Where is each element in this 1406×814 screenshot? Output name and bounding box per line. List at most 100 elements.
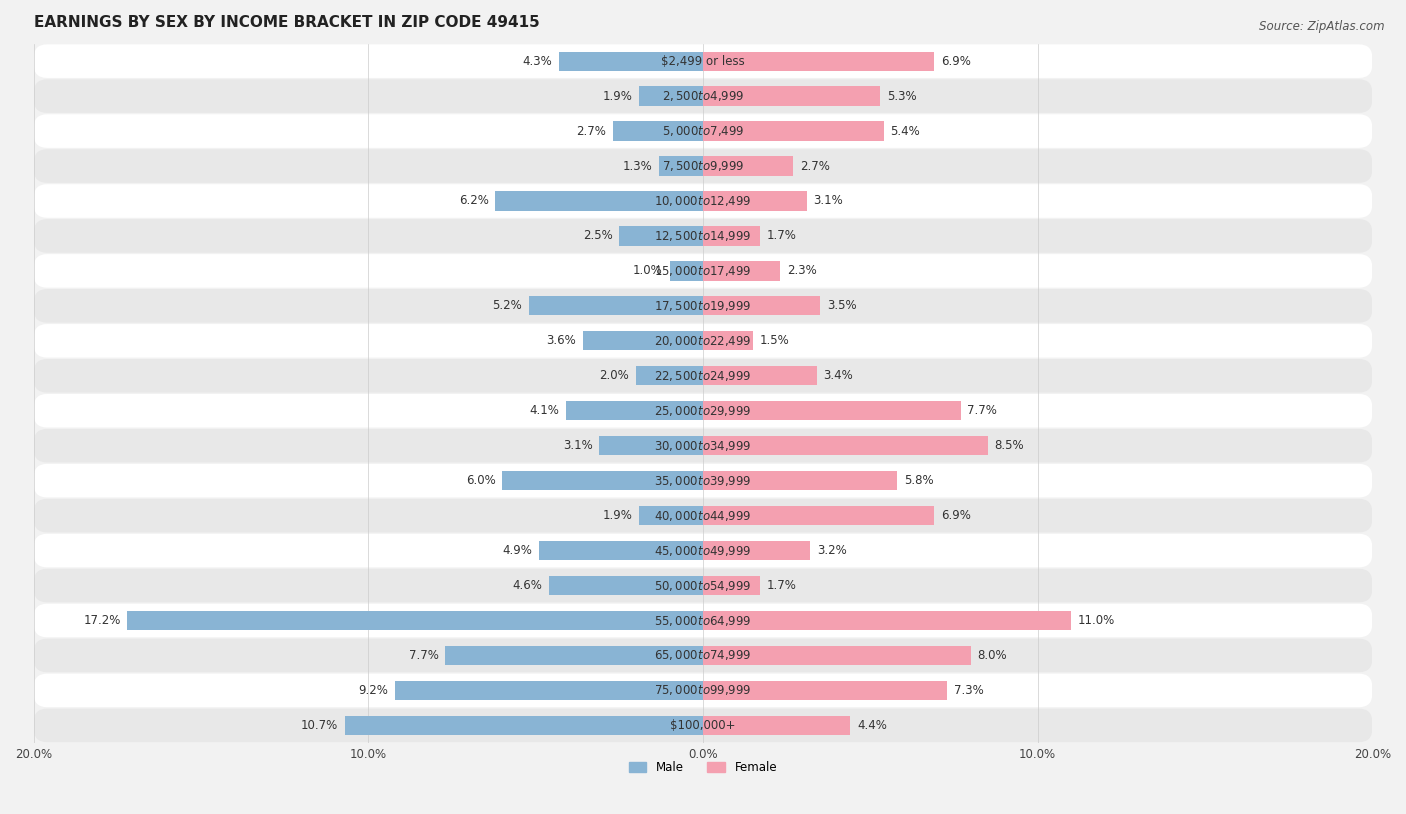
Bar	[619, 226, 703, 246]
Bar	[703, 681, 948, 700]
FancyBboxPatch shape	[34, 149, 1372, 183]
FancyBboxPatch shape	[34, 639, 1372, 672]
Text: 4.4%: 4.4%	[858, 719, 887, 732]
FancyBboxPatch shape	[34, 674, 1372, 707]
Bar	[703, 261, 780, 281]
Text: 1.9%: 1.9%	[603, 90, 633, 103]
Bar	[640, 506, 703, 525]
Text: 1.3%: 1.3%	[623, 160, 652, 173]
Bar	[703, 296, 820, 316]
Text: 4.9%: 4.9%	[502, 544, 533, 557]
Text: 1.7%: 1.7%	[766, 230, 796, 243]
Bar	[529, 296, 703, 316]
Text: $65,000 to $74,999: $65,000 to $74,999	[654, 649, 752, 663]
Bar	[582, 331, 703, 351]
Bar	[538, 541, 703, 560]
Text: 8.0%: 8.0%	[977, 649, 1007, 662]
Text: 1.9%: 1.9%	[603, 509, 633, 522]
Text: 2.7%: 2.7%	[576, 125, 606, 138]
FancyBboxPatch shape	[34, 289, 1372, 322]
FancyBboxPatch shape	[34, 114, 1372, 148]
Text: $15,000 to $17,499: $15,000 to $17,499	[654, 264, 752, 278]
Text: 1.0%: 1.0%	[633, 265, 662, 278]
Bar	[703, 366, 817, 385]
Bar	[703, 86, 880, 106]
Text: 8.5%: 8.5%	[994, 440, 1024, 453]
Text: $17,500 to $19,999: $17,500 to $19,999	[654, 299, 752, 313]
Legend: Male, Female: Male, Female	[624, 756, 782, 779]
FancyBboxPatch shape	[34, 429, 1372, 462]
Bar	[599, 436, 703, 455]
Bar	[128, 610, 703, 630]
Text: $100,000+: $100,000+	[671, 719, 735, 732]
Text: 7.7%: 7.7%	[967, 405, 997, 418]
Bar	[395, 681, 703, 700]
Text: 17.2%: 17.2%	[83, 614, 121, 627]
Bar	[703, 121, 884, 141]
Text: 4.3%: 4.3%	[523, 55, 553, 68]
Text: 2.7%: 2.7%	[800, 160, 830, 173]
Text: $2,499 or less: $2,499 or less	[661, 55, 745, 68]
Text: $35,000 to $39,999: $35,000 to $39,999	[654, 474, 752, 488]
Bar	[502, 471, 703, 490]
Bar	[495, 191, 703, 211]
Text: 6.9%: 6.9%	[941, 509, 970, 522]
Text: 9.2%: 9.2%	[359, 684, 388, 697]
FancyBboxPatch shape	[34, 359, 1372, 392]
Text: 10.7%: 10.7%	[301, 719, 339, 732]
Text: 11.0%: 11.0%	[1078, 614, 1115, 627]
Bar	[703, 401, 960, 420]
Bar	[669, 261, 703, 281]
Text: 2.3%: 2.3%	[787, 265, 817, 278]
Bar	[613, 121, 703, 141]
FancyBboxPatch shape	[34, 79, 1372, 113]
Bar	[703, 51, 934, 71]
FancyBboxPatch shape	[34, 499, 1372, 532]
Text: $7,500 to $9,999: $7,500 to $9,999	[662, 159, 744, 173]
Bar	[446, 646, 703, 665]
FancyBboxPatch shape	[34, 534, 1372, 567]
FancyBboxPatch shape	[34, 464, 1372, 497]
FancyBboxPatch shape	[34, 184, 1372, 218]
Bar	[703, 646, 970, 665]
Text: 4.1%: 4.1%	[529, 405, 560, 418]
Bar	[344, 716, 703, 735]
Bar	[703, 506, 934, 525]
Bar	[703, 471, 897, 490]
Text: $55,000 to $64,999: $55,000 to $64,999	[654, 614, 752, 628]
Bar	[703, 576, 759, 595]
Text: $22,500 to $24,999: $22,500 to $24,999	[654, 369, 752, 383]
Bar	[640, 86, 703, 106]
Text: $50,000 to $54,999: $50,000 to $54,999	[654, 579, 752, 593]
Text: 6.9%: 6.9%	[941, 55, 970, 68]
Text: $2,500 to $4,999: $2,500 to $4,999	[662, 89, 744, 103]
Text: $20,000 to $22,499: $20,000 to $22,499	[654, 334, 752, 348]
FancyBboxPatch shape	[34, 45, 1372, 78]
Bar	[565, 401, 703, 420]
Text: 3.5%: 3.5%	[827, 300, 856, 313]
Bar	[703, 541, 810, 560]
Text: 3.2%: 3.2%	[817, 544, 846, 557]
Text: $40,000 to $44,999: $40,000 to $44,999	[654, 509, 752, 523]
Bar	[659, 156, 703, 176]
Text: 4.6%: 4.6%	[512, 579, 543, 592]
Text: $45,000 to $49,999: $45,000 to $49,999	[654, 544, 752, 558]
FancyBboxPatch shape	[34, 709, 1372, 742]
Text: $5,000 to $7,499: $5,000 to $7,499	[662, 124, 744, 138]
Text: 5.4%: 5.4%	[890, 125, 920, 138]
Bar	[703, 436, 987, 455]
FancyBboxPatch shape	[34, 604, 1372, 637]
Text: $75,000 to $99,999: $75,000 to $99,999	[654, 684, 752, 698]
Text: $12,500 to $14,999: $12,500 to $14,999	[654, 229, 752, 243]
Text: EARNINGS BY SEX BY INCOME BRACKET IN ZIP CODE 49415: EARNINGS BY SEX BY INCOME BRACKET IN ZIP…	[34, 15, 540, 30]
Text: $25,000 to $29,999: $25,000 to $29,999	[654, 404, 752, 418]
Bar	[703, 191, 807, 211]
Bar	[636, 366, 703, 385]
Text: 3.4%: 3.4%	[824, 370, 853, 383]
FancyBboxPatch shape	[34, 254, 1372, 287]
Text: $10,000 to $12,499: $10,000 to $12,499	[654, 194, 752, 208]
FancyBboxPatch shape	[34, 219, 1372, 252]
Text: 2.0%: 2.0%	[599, 370, 630, 383]
Text: 7.7%: 7.7%	[409, 649, 439, 662]
Bar	[548, 576, 703, 595]
